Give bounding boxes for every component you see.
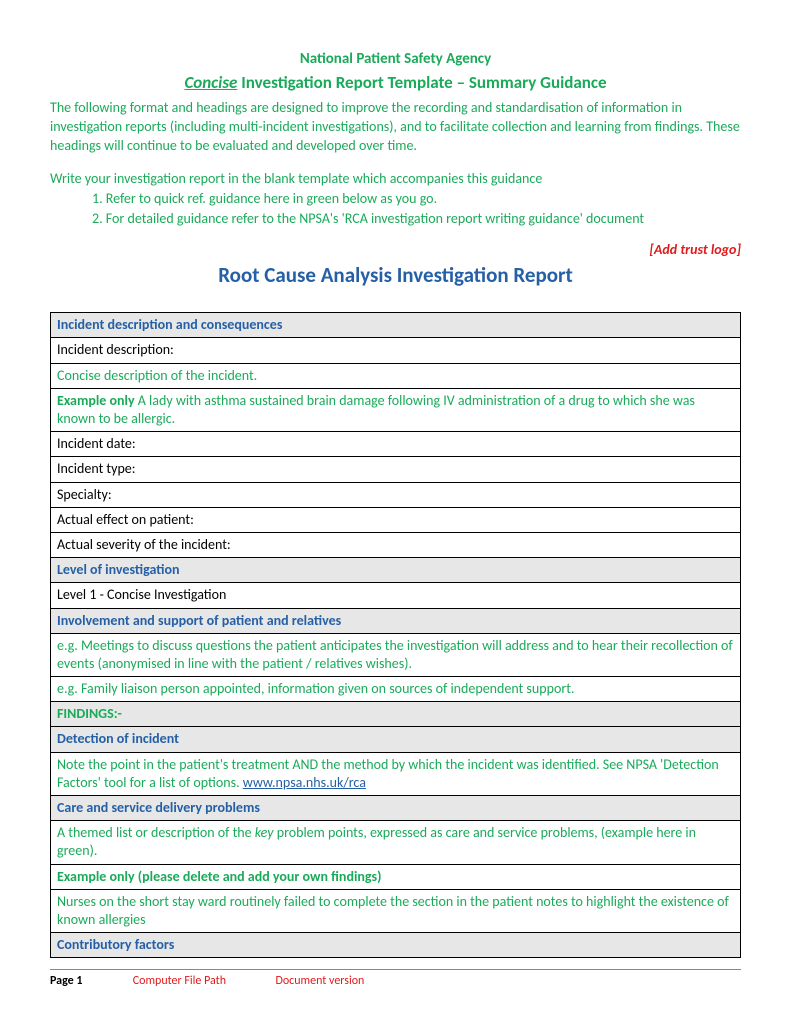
care-description: A themed list or description of the key …: [51, 821, 741, 864]
findings-header: FINDINGS:-: [51, 702, 741, 727]
concise-description-guidance: Concise description of the incident.: [51, 363, 741, 388]
level-value: Level 1 - Concise Investigation: [51, 583, 741, 608]
page-footer: Page 1 Computer File Path Document versi…: [50, 969, 741, 988]
involvement-example-1: e.g. Meetings to discuss questions the p…: [51, 633, 741, 676]
footer-file-path: Computer File Path: [133, 974, 273, 988]
list-item: 1. Refer to quick ref. guidance here in …: [92, 189, 741, 209]
rca-report-title: Root Cause Analysis Investigation Report: [50, 262, 741, 288]
agency-name: National Patient Safety Agency: [50, 50, 741, 68]
detection-note-text: Note the point in the patient's treatmen…: [57, 756, 719, 791]
care-example-bold: Example only (please delete and add your…: [51, 864, 741, 889]
section-incident-description: Incident description and consequences: [51, 313, 741, 338]
actual-effect-label: Actual effect on patient:: [51, 507, 741, 532]
actual-severity-label: Actual severity of the incident:: [51, 532, 741, 557]
incident-type-label: Incident type:: [51, 457, 741, 482]
document-title: Concise Investigation Report Template – …: [50, 72, 741, 93]
section-level-investigation: Level of investigation: [51, 558, 741, 583]
incident-description-label: Incident description:: [51, 338, 741, 363]
report-table: Incident description and consequences In…: [50, 312, 741, 958]
title-rest: Investigation Report Template – Summary …: [237, 72, 606, 93]
write-instruction: Write your investigation report in the b…: [50, 170, 741, 187]
nurses-example: Nurses on the short stay ward routinely …: [51, 889, 741, 932]
intro-paragraph: The following format and headings are de…: [50, 99, 741, 156]
detection-note: Note the point in the patient's treatmen…: [51, 752, 741, 795]
page-number: Page 1: [50, 974, 130, 988]
trust-logo-placeholder: [Add trust logo]: [50, 241, 741, 258]
example-only-label: Example only: [57, 392, 138, 409]
list-item: 2. For detailed guidance refer to the NP…: [92, 209, 741, 229]
section-contributory: Contributory factors: [51, 933, 741, 958]
section-care-problems: Care and service delivery problems: [51, 796, 741, 821]
instruction-list: 1. Refer to quick ref. guidance here in …: [92, 189, 741, 230]
title-emphasis: Concise: [184, 72, 237, 93]
section-detection: Detection of incident: [51, 727, 741, 752]
footer-doc-version: Document version: [275, 974, 364, 988]
involvement-example-2: e.g. Family liaison person appointed, in…: [51, 677, 741, 702]
example-text: A lady with asthma sustained brain damag…: [57, 392, 695, 427]
specialty-label: Specialty:: [51, 482, 741, 507]
incident-date-label: Incident date:: [51, 432, 741, 457]
section-involvement: Involvement and support of patient and r…: [51, 608, 741, 633]
example-row: Example only A lady with asthma sustaine…: [51, 388, 741, 431]
detection-link[interactable]: www.npsa.nhs.uk/rca: [243, 774, 366, 791]
